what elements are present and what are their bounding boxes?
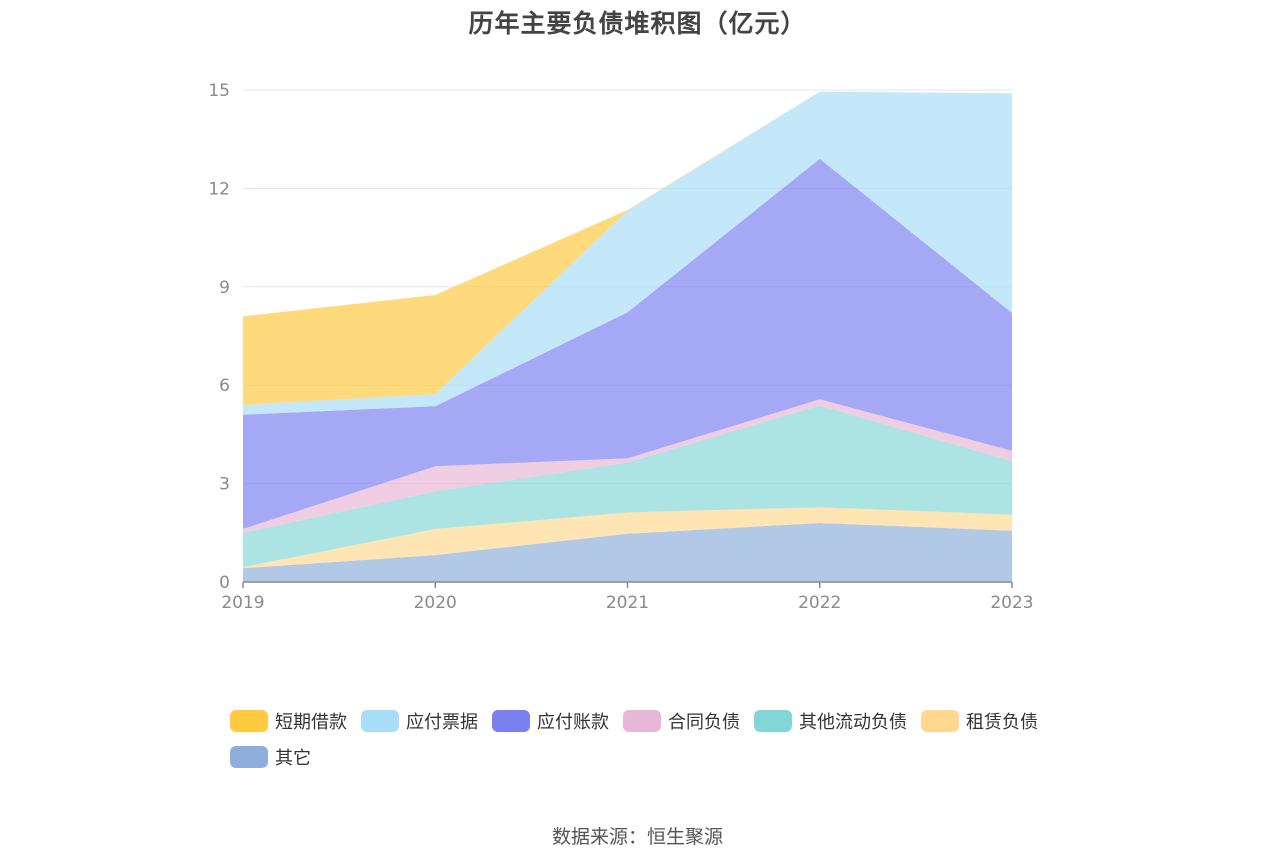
area-应付账款 <box>243 158 1012 529</box>
legend-swatch <box>754 710 792 732</box>
x-tick-label: 2020 <box>414 593 457 613</box>
chart-title: 历年主要负债堆积图（亿元） <box>468 9 807 38</box>
y-tick-label: 6 <box>219 376 230 396</box>
x-tick-label: 2023 <box>990 593 1033 613</box>
y-tick-label: 3 <box>219 475 230 495</box>
legend-label: 其他流动负债 <box>799 712 907 733</box>
area-应付票据 <box>243 91 1012 415</box>
legend-label: 应付账款 <box>537 712 609 733</box>
legend-item-lease-liabilities[interactable]: 租赁负债 <box>921 708 1038 734</box>
legend-label: 其它 <box>275 748 311 769</box>
legend-label: 租赁负债 <box>966 712 1038 733</box>
area-其它 <box>243 523 1012 582</box>
legend-item-short-term-loans[interactable]: 短期借款 <box>230 708 347 734</box>
legend-swatch <box>361 710 399 732</box>
legend-item-contract-liabilities[interactable]: 合同负债 <box>623 708 740 734</box>
legend: 短期借款 应付票据 应付账款 合同负债 其他流动负债 租赁负债 其它 <box>230 708 1070 770</box>
legend-swatch <box>623 710 661 732</box>
y-tick-label: 12 <box>208 179 230 199</box>
y-tick-label: 0 <box>219 573 230 593</box>
legend-item-notes-payable[interactable]: 应付票据 <box>361 708 478 734</box>
legend-item-other-current-liabilities[interactable]: 其他流动负债 <box>754 708 907 734</box>
legend-swatch <box>230 710 268 732</box>
y-tick-label: 15 <box>208 81 230 101</box>
legend-item-accounts-payable[interactable]: 应付账款 <box>492 708 609 734</box>
x-tick-label: 2019 <box>221 593 264 613</box>
legend-swatch <box>492 710 530 732</box>
legend-item-other[interactable]: 其它 <box>230 744 311 770</box>
legend-label: 合同负债 <box>668 712 740 733</box>
area-短期借款 <box>243 91 1012 405</box>
area-series <box>243 91 1012 582</box>
legend-label: 应付票据 <box>406 712 478 733</box>
legend-swatch <box>921 710 959 732</box>
data-source: 数据来源：恒生聚源 <box>551 826 723 848</box>
y-tick-label: 9 <box>219 278 230 298</box>
area-租赁负债 <box>243 507 1012 569</box>
legend-label: 短期借款 <box>275 712 347 733</box>
x-tick-label: 2022 <box>798 593 841 613</box>
legend-swatch <box>230 746 268 768</box>
stacked-area-chart: 0 3 6 9 12 15 2019 2020 2021 2022 2023 <box>208 81 1033 613</box>
axes: 0 3 6 9 12 15 2019 2020 2021 2022 2023 <box>208 81 1033 613</box>
area-其他流动负债 <box>243 405 1012 568</box>
x-tick-label: 2021 <box>606 593 649 613</box>
